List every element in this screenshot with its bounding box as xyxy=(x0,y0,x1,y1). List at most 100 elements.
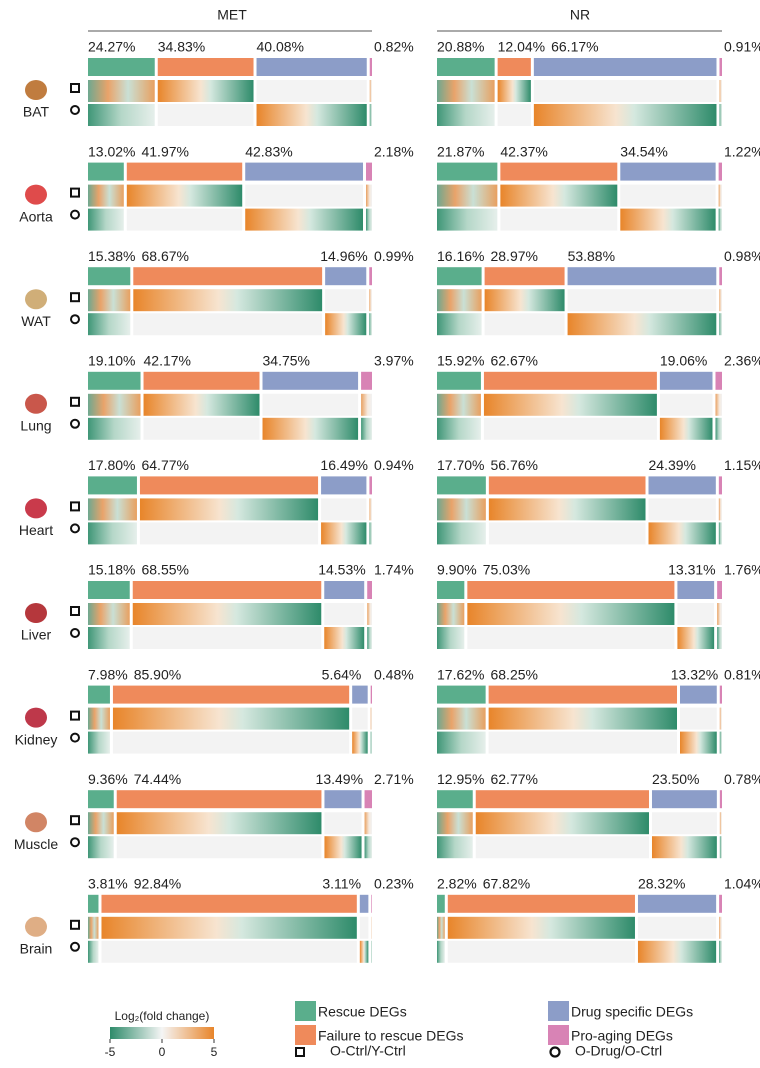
heatmap-strip xyxy=(245,185,363,207)
heatmap-strip xyxy=(437,732,486,754)
heatmap-strip xyxy=(371,732,372,754)
heatmap-strip xyxy=(680,708,717,730)
heatmap-strip xyxy=(717,627,722,649)
value-label: 21.87% xyxy=(437,143,484,159)
value-label: 13.31% xyxy=(668,562,715,578)
value-label: 64.77% xyxy=(141,457,188,473)
colorbar-tick-label: 5 xyxy=(211,1045,218,1059)
heatmap-strip xyxy=(325,313,366,335)
value-label: 12.95% xyxy=(437,771,484,787)
value-label: 67.82% xyxy=(483,876,530,892)
value-label: 1.22% xyxy=(724,143,760,159)
value-label: 16.16% xyxy=(437,248,484,264)
value-label: 53.88% xyxy=(568,248,615,264)
value-label: 0.99% xyxy=(374,248,414,264)
heatmap-strip xyxy=(257,80,367,102)
heatmap-strip xyxy=(719,104,722,126)
bar-segment xyxy=(660,372,713,390)
marker-square xyxy=(71,293,79,301)
heatmap-strip xyxy=(437,941,445,963)
value-label: 13.49% xyxy=(316,771,363,787)
legend-label: Drug specific DEGs xyxy=(571,1004,693,1020)
heatmap-strip xyxy=(652,812,717,834)
heatmap-strip xyxy=(140,522,318,544)
heatmap-strip xyxy=(367,627,372,649)
tissue-label: Muscle xyxy=(14,836,59,852)
legend-marker xyxy=(296,1048,304,1056)
heatmap-strip xyxy=(649,498,716,520)
value-label: 14.53% xyxy=(318,562,365,578)
bar-segment xyxy=(719,895,722,913)
value-label: 0.82% xyxy=(374,39,414,55)
bar-segment xyxy=(88,790,114,808)
heatmap-strip xyxy=(467,627,674,649)
value-label: 14.96% xyxy=(320,248,367,264)
value-label: 0.78% xyxy=(724,771,760,787)
heatmap-strip xyxy=(366,209,372,231)
heatmap-strip xyxy=(367,603,372,625)
marker-circle xyxy=(71,106,79,114)
tissue-icon xyxy=(25,812,47,832)
heatmap-strip xyxy=(352,732,368,754)
heatmap-strip xyxy=(366,185,372,207)
tissue-icon xyxy=(25,603,47,623)
bar-segment xyxy=(437,895,445,913)
bar-segment xyxy=(367,581,372,599)
bar-segment xyxy=(437,686,486,704)
heatmap-strip xyxy=(117,836,322,858)
colorbar-title: Log₂(fold change) xyxy=(115,1009,210,1023)
heatmap-strip xyxy=(652,836,717,858)
bar-segment xyxy=(719,58,722,76)
heatmap-strip xyxy=(437,289,482,311)
value-label: 2.71% xyxy=(374,771,414,787)
value-label: 17.62% xyxy=(437,666,484,682)
heatmap-strip xyxy=(88,185,124,207)
heatmap-strip xyxy=(485,289,565,311)
heatmap-strip xyxy=(500,185,617,207)
value-label: 1.15% xyxy=(724,457,760,473)
heatmap-strip xyxy=(720,708,722,730)
heatmap-strip xyxy=(437,185,497,207)
heatmap-strip xyxy=(127,209,242,231)
heatmap-strip xyxy=(352,708,368,730)
bar-segment xyxy=(127,163,242,181)
marker-circle xyxy=(71,524,79,532)
heatmap-strip xyxy=(257,104,367,126)
heatmap-strip xyxy=(437,104,495,126)
marker-square xyxy=(71,189,79,197)
value-label: 7.98% xyxy=(88,666,128,682)
bar-segment xyxy=(352,686,368,704)
heatmap-strip xyxy=(324,603,364,625)
value-label: 0.98% xyxy=(724,248,760,264)
heatmap-strip xyxy=(437,209,497,231)
heatmap-strip xyxy=(88,708,110,730)
value-label: 17.80% xyxy=(88,457,135,473)
heatmap-strip xyxy=(88,836,114,858)
heatmap-strip xyxy=(88,627,130,649)
bar-segment xyxy=(649,476,716,494)
bar-segment xyxy=(101,895,356,913)
tissue-label: BAT xyxy=(23,104,50,120)
tissue-label: Liver xyxy=(21,627,52,643)
heatmap-strip xyxy=(476,812,649,834)
heatmap-strip xyxy=(534,104,717,126)
heatmap-strip xyxy=(263,418,359,440)
heatmap-strip xyxy=(437,522,486,544)
value-label: 2.18% xyxy=(374,143,414,159)
heatmap-strip xyxy=(321,522,366,544)
marker-circle xyxy=(71,420,79,428)
heatmap-strip xyxy=(117,812,322,834)
value-label: 92.84% xyxy=(134,876,181,892)
heatmap-strip xyxy=(719,498,722,520)
heatmap-strip xyxy=(321,498,366,520)
heatmap-strip xyxy=(437,498,486,520)
bar-segment xyxy=(371,895,372,913)
heatmap-strip xyxy=(324,627,364,649)
tissue-icon xyxy=(25,80,47,100)
bar-segment xyxy=(719,163,722,181)
marker-circle xyxy=(71,734,79,742)
value-label: 15.38% xyxy=(88,248,135,264)
value-label: 3.81% xyxy=(88,876,128,892)
bar-segment xyxy=(365,790,372,808)
heatmap-strip xyxy=(437,394,481,416)
